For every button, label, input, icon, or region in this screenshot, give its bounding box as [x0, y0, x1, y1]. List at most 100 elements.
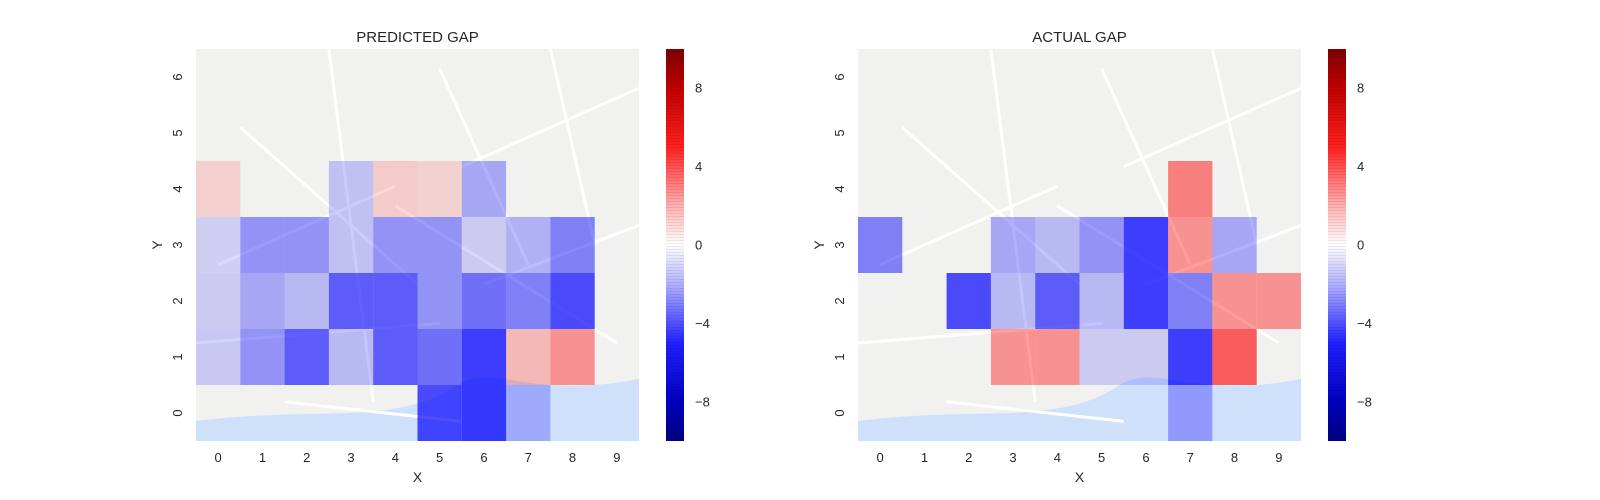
heatmap-cell — [990, 329, 1036, 385]
x-tick-label: 9 — [613, 450, 620, 465]
y-axis-label: Y — [149, 240, 165, 250]
x-tick-label: 1 — [921, 450, 928, 465]
heatmap-cell — [373, 217, 418, 273]
x-tick-label: 4 — [1054, 450, 1061, 465]
heatmap-cell — [328, 329, 374, 385]
x-tick-label: 4 — [392, 450, 399, 465]
heatmap-cell — [990, 217, 1036, 273]
heatmap-cell — [1212, 329, 1257, 385]
actual-gap-panel: ACTUAL GAP 0 1 2 3 4 5 6 7 8 9 0 1 2 3 4 5 6 X Y 8 4 0 −4 −8 — [811, 29, 1372, 485]
heatmap-cell — [240, 329, 285, 385]
y-tick-label: 3 — [170, 241, 185, 248]
heatmap-cell — [1035, 329, 1080, 385]
y-tick-label: 2 — [170, 297, 185, 304]
y-tick-label: 1 — [170, 353, 185, 360]
heatmap-cell — [858, 217, 903, 273]
heatmap-cell — [284, 329, 329, 385]
colorbar-tick-label: 0 — [695, 238, 702, 253]
x-tick-label: 6 — [480, 450, 487, 465]
colorbar-tick-label: −8 — [1357, 394, 1372, 409]
heatmap-cell — [1212, 273, 1257, 329]
x-axis-label: X — [413, 469, 423, 485]
heatmap-cell — [284, 273, 329, 329]
heatmap-cell — [461, 329, 507, 385]
colorbar-tick-label: 0 — [1357, 238, 1364, 253]
heatmap-cell — [284, 217, 329, 273]
y-axis-label: Y — [811, 240, 827, 250]
x-tick-label: 5 — [1098, 450, 1105, 465]
heatmap-cell — [1123, 329, 1169, 385]
heatmap-cell — [417, 161, 462, 217]
y-tick-label: 0 — [832, 409, 847, 416]
heatmap-cell — [461, 385, 507, 441]
predicted-gap-panel: PREDICTED GAP 0 1 2 3 4 5 6 7 8 9 0 1 2 3 4 5 6 X Y 8 4 0 −4 −8 — [149, 29, 710, 485]
colorbar: 8 4 0 −4 −8 — [666, 49, 710, 441]
heatmap-cell — [506, 273, 551, 329]
heatmap-cell — [550, 217, 595, 273]
y-tick-label: 4 — [170, 185, 185, 192]
x-tick-label: 2 — [303, 450, 310, 465]
heatmap-cell — [506, 385, 551, 441]
y-tick-label: 1 — [832, 353, 847, 360]
heatmap-cell — [240, 217, 285, 273]
x-tick-label: 0 — [877, 450, 884, 465]
x-tick-label: 5 — [436, 450, 443, 465]
colorbar-tick-label: 8 — [695, 81, 702, 96]
heatmap-cell — [196, 329, 241, 385]
heatmap-cell — [373, 329, 418, 385]
heatmap-cell — [461, 217, 507, 273]
y-tick-label: 0 — [170, 409, 185, 416]
heatmap-cell — [417, 217, 462, 273]
heatmap-cell — [461, 273, 507, 329]
heatmap-cell — [1168, 161, 1213, 217]
x-axis-label: X — [1075, 469, 1085, 485]
heatmap-cell — [373, 161, 418, 217]
heatmap-cell — [1079, 217, 1124, 273]
y-tick-label: 2 — [832, 297, 847, 304]
heatmap-cell — [328, 161, 374, 217]
heatmap-cell — [240, 273, 285, 329]
y-tick-label: 5 — [832, 129, 847, 136]
heatmap-cell — [550, 329, 595, 385]
x-tick-label: 2 — [965, 450, 972, 465]
x-tick-label: 8 — [569, 450, 576, 465]
colorbar-tick-label: −8 — [695, 394, 710, 409]
colorbar-tick-label: −4 — [1357, 316, 1372, 331]
heatmap-cell — [1168, 385, 1213, 441]
chart-title: PREDICTED GAP — [356, 29, 479, 46]
heatmap-cell — [196, 217, 241, 273]
y-tick-label: 6 — [832, 73, 847, 80]
x-tick-label: 6 — [1142, 450, 1149, 465]
x-tick-label: 3 — [1009, 450, 1016, 465]
heatmap-cell — [417, 273, 462, 329]
heatmap-cell — [1079, 273, 1124, 329]
x-tick-label: 0 — [215, 450, 222, 465]
colorbar-tick-label: 4 — [695, 159, 702, 174]
y-tick-label: 4 — [832, 185, 847, 192]
heatmap-cell — [461, 161, 507, 217]
colorbar-tick-label: −4 — [695, 316, 710, 331]
y-tick-label: 3 — [832, 241, 847, 248]
x-tick-label: 7 — [525, 450, 532, 465]
x-tick-label: 7 — [1187, 450, 1194, 465]
heatmap-cell — [373, 273, 418, 329]
colorbar-tick-label: 4 — [1357, 159, 1364, 174]
heatmap-cell — [550, 273, 595, 329]
heatmap-cell — [946, 273, 991, 329]
x-tick-label: 9 — [1275, 450, 1282, 465]
heatmap-cell — [417, 329, 462, 385]
heatmap-cell — [1035, 217, 1080, 273]
heatmap-cell — [1123, 217, 1169, 273]
heatmap-cell — [328, 217, 374, 273]
x-tick-label: 8 — [1231, 450, 1238, 465]
heatmap-cell — [417, 385, 462, 441]
colorbar: 8 4 0 −4 −8 — [1328, 49, 1372, 441]
heatmap-cell — [1168, 273, 1213, 329]
colorbar-tick-label: 8 — [1357, 81, 1364, 96]
y-tick-label: 6 — [170, 73, 185, 80]
heatmap-cell — [196, 273, 241, 329]
heatmap-cell — [1168, 217, 1213, 273]
heatmap-cell — [1035, 273, 1080, 329]
heatmap-cell — [1168, 329, 1213, 385]
